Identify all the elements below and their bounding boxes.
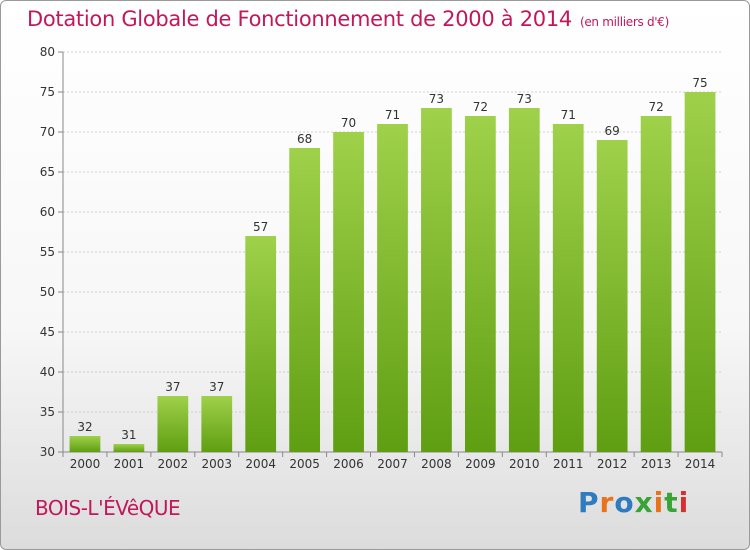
x-tick-label-2011: 2011 — [553, 457, 584, 471]
data-label-2011: 71 — [561, 108, 576, 122]
data-label-2001: 31 — [121, 428, 136, 442]
bar-2010 — [508, 108, 540, 452]
data-label-2006: 70 — [341, 116, 356, 130]
bar-2001 — [113, 444, 145, 452]
bar-2002 — [157, 396, 189, 452]
y-tick-label: 70 — [40, 125, 55, 139]
x-tick-label-2012: 2012 — [597, 457, 628, 471]
x-tick-label-2006: 2006 — [333, 457, 364, 471]
x-tick-label-2009: 2009 — [465, 457, 496, 471]
data-label-2000: 32 — [77, 420, 92, 434]
y-tick-label: 40 — [40, 365, 55, 379]
bars — [69, 92, 716, 452]
x-tick-label-2003: 2003 — [201, 457, 232, 471]
chart-title-text: Dotation Globale de Fonctionnement de 20… — [27, 7, 572, 31]
bar-2009 — [464, 116, 496, 452]
data-label-2008: 73 — [429, 92, 444, 106]
bar-2008 — [421, 108, 452, 452]
data-label-2012: 69 — [605, 124, 620, 138]
y-tick-label: 60 — [40, 205, 55, 219]
x-tick-label-2004: 2004 — [245, 457, 276, 471]
data-label-2014: 75 — [692, 76, 707, 90]
bar-2006 — [333, 132, 364, 452]
data-label-2003: 37 — [209, 380, 224, 394]
data-label-2013: 72 — [648, 100, 663, 114]
y-tick-label: 50 — [40, 285, 55, 299]
bar-2013 — [640, 116, 672, 452]
y-tick-label: 65 — [40, 165, 55, 179]
data-label-2002: 37 — [165, 380, 180, 394]
x-tick-label-2005: 2005 — [289, 457, 320, 471]
data-labels: 32 31 37 37 57 68 70 71 73 72 73 71 69 72 75 — [77, 76, 707, 442]
bar-2007 — [377, 124, 408, 452]
proxiti-logo: Proxiti — [578, 486, 690, 519]
place-name: BOIS-L'ÉVêQUE — [35, 496, 181, 520]
bar-2004 — [245, 236, 277, 452]
data-label-2010: 73 — [517, 92, 532, 106]
y-tick-label: 80 — [40, 45, 55, 59]
bar-2011 — [552, 124, 584, 452]
bar-2005 — [289, 148, 321, 452]
x-tick-label-2013: 2013 — [641, 457, 672, 471]
y-tick-label: 75 — [40, 85, 55, 99]
x-tick-label-2010: 2010 — [509, 457, 540, 471]
bar-2000 — [69, 436, 101, 452]
bar-2012 — [596, 140, 628, 452]
chart-title: Dotation Globale de Fonctionnement de 20… — [27, 7, 669, 31]
x-tick-label-2001: 2001 — [114, 457, 145, 471]
x-tick-label-2008: 2008 — [421, 457, 452, 471]
data-label-2005: 68 — [297, 132, 312, 146]
x-tick-label-2014: 2014 — [685, 457, 716, 471]
y-tick-label: 45 — [40, 325, 55, 339]
data-label-2009: 72 — [473, 100, 488, 114]
bar-2014 — [684, 92, 716, 452]
bar-2003 — [201, 396, 233, 452]
x-tick-label-2007: 2007 — [377, 457, 408, 471]
x-tick-label-2002: 2002 — [158, 457, 189, 471]
chart-subtitle: (en milliers d'€) — [579, 15, 669, 29]
y-tick-label: 30 — [40, 445, 55, 459]
y-tick-label: 55 — [40, 245, 55, 259]
data-label-2007: 71 — [385, 108, 400, 122]
x-tick-label-2000: 2000 — [70, 457, 101, 471]
data-label-2004: 57 — [253, 220, 268, 234]
y-tick-label: 35 — [40, 405, 55, 419]
